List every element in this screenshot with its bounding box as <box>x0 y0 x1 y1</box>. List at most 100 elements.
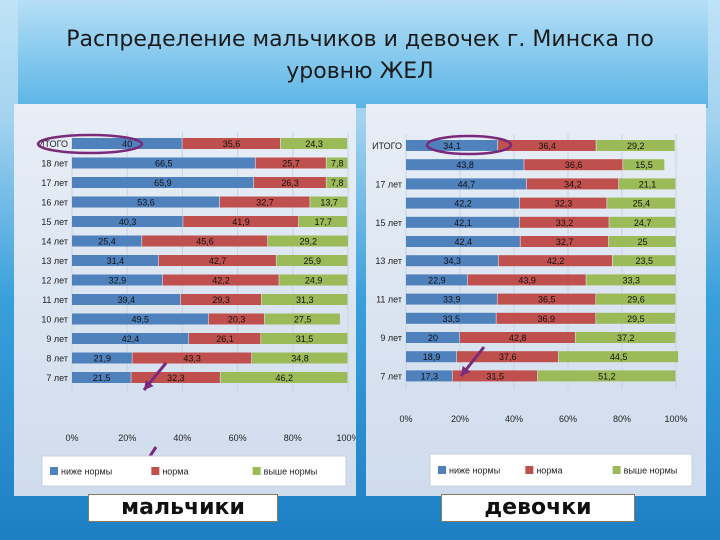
boys-data-label: 31,3 <box>296 295 314 305</box>
girls-data-label: 42,2 <box>547 256 565 266</box>
boys-bar <box>182 138 281 149</box>
girls-legend-label: ниже нормы <box>449 466 500 476</box>
boys-x-tick: 20% <box>118 433 136 443</box>
girls-bar <box>497 293 596 305</box>
boys-bar <box>162 274 279 286</box>
girls-bar <box>406 370 453 382</box>
boys-category-label: 17 лет <box>41 178 68 188</box>
boys-category-label: 18 лет <box>41 159 68 169</box>
girls-bar <box>467 274 586 286</box>
boys-data-label: 29,3 <box>212 295 230 305</box>
girls-data-label: 31,5 <box>486 371 504 381</box>
girls-bar <box>406 312 496 324</box>
boys-data-label: 24,9 <box>305 276 323 286</box>
girls-data-label: 22,9 <box>428 275 446 285</box>
boys-data-label: 34,8 <box>291 354 309 364</box>
girls-bar <box>406 197 520 209</box>
boys-category-label: 13 лет <box>41 256 68 266</box>
boys-data-label: 42,7 <box>209 256 227 266</box>
girls-data-label: 25 <box>638 237 648 247</box>
girls-bar <box>612 255 676 267</box>
girls-data-label: 17,3 <box>421 371 439 381</box>
boys-bar <box>72 138 182 149</box>
girls-bar <box>520 236 609 247</box>
girls-bar <box>406 178 527 190</box>
boys-arrow-head <box>144 379 154 390</box>
boys-bar <box>183 216 299 227</box>
chart-boys-svg: 7 лет 21,5 32,3 46,2 8 лет 21,9 43,3 34,8 9 лет 4… <box>36 132 356 487</box>
boys-data-label: 42,2 <box>212 276 230 286</box>
girls-bar <box>526 178 619 190</box>
girls-legend-swatch <box>438 466 446 474</box>
boys-bar <box>72 372 131 383</box>
boys-bar <box>279 274 348 286</box>
girls-category-label: 11 лет <box>376 295 402 305</box>
boys-data-label: 13,7 <box>320 198 338 208</box>
girls-data-label: 36,6 <box>565 160 583 170</box>
girls-bar <box>406 274 468 286</box>
girls-data-label: 42,4 <box>454 237 472 247</box>
girls-category-label: 17 лет <box>375 179 402 189</box>
girls-bar <box>575 332 676 343</box>
boys-bar <box>72 177 254 188</box>
boys-bar <box>255 157 326 169</box>
girls-bar <box>406 255 499 267</box>
boys-bar <box>261 294 348 305</box>
girls-data-label: 20 <box>428 333 438 343</box>
boys-bar <box>326 157 348 169</box>
title-band <box>18 0 708 108</box>
boys-legend-swatch <box>252 467 261 475</box>
boys-bar <box>72 313 209 325</box>
girls-bar <box>596 140 675 151</box>
girls-legend-label: норма <box>536 466 562 476</box>
girls-category-label: 15 лет <box>375 218 402 228</box>
girls-bar <box>596 312 676 324</box>
girls-data-label: 34,3 <box>444 256 462 266</box>
girls-arrow-head <box>461 365 471 376</box>
chart-boys: 7 лет 21,5 32,3 46,2 8 лет 21,9 43,3 34,8 9 лет 4… <box>14 104 356 496</box>
chart-girls-svg: 7 лет 17,3 31,5 51,2 18,9 37,6 44,5 9 лет 20 42,8… <box>372 134 693 487</box>
chart-girls: 7 лет 17,3 31,5 51,2 18,9 37,6 44,5 9 лет 20 42,8… <box>366 104 706 496</box>
boys-data-label: 40 <box>122 139 132 149</box>
boys-bar <box>72 235 142 247</box>
girls-bar <box>498 255 612 267</box>
boys-data-label: 20,3 <box>228 315 246 325</box>
boys-data-label: 43,3 <box>183 354 201 364</box>
boys-data-label: 25,4 <box>98 237 116 247</box>
boys-data-label: 17,7 <box>315 217 333 227</box>
girls-bar <box>460 332 575 343</box>
girls-data-label: 29,2 <box>627 141 645 151</box>
girls-data-label: 51,2 <box>598 371 616 381</box>
boys-data-label: 40,3 <box>119 217 137 227</box>
boys-data-label: 32,7 <box>256 198 274 208</box>
girls-data-label: 32,3 <box>555 199 573 209</box>
girls-legend-swatch <box>525 466 534 474</box>
boys-legend-label: ниже нормы <box>61 467 112 477</box>
boys-category-label: 15 лет <box>41 217 68 227</box>
girls-legend-box <box>429 453 693 487</box>
girls-data-label: 36,4 <box>538 141 556 151</box>
girls-bar <box>586 274 676 286</box>
boys-bar <box>72 216 183 227</box>
girls-data-label: 42,2 <box>454 199 472 209</box>
boys-legend-label: норма <box>162 467 188 477</box>
boys-legend-swatch <box>151 467 160 475</box>
girls-data-label: 42,8 <box>509 333 527 343</box>
boys-bar <box>326 177 348 188</box>
boys-bar <box>251 352 348 364</box>
girls-bar <box>406 351 457 363</box>
boys-bar <box>72 157 255 169</box>
boys-data-label: 31,4 <box>107 256 125 266</box>
girls-bar <box>406 140 498 151</box>
girls-category-label: 7 лет <box>380 371 402 381</box>
girls-data-label: 32,7 <box>556 237 574 247</box>
boys-data-label: 31,5 <box>296 334 314 344</box>
girls-legend-label: выше нормы <box>624 466 678 476</box>
boys-data-label: 42,4 <box>122 334 140 344</box>
boys-data-label: 29,2 <box>299 237 317 247</box>
boys-highlight-ellipse <box>36 133 144 155</box>
girls-bar <box>608 236 676 247</box>
girls-data-label: 18,9 <box>423 352 441 362</box>
girls-data-label: 29,5 <box>627 314 645 324</box>
